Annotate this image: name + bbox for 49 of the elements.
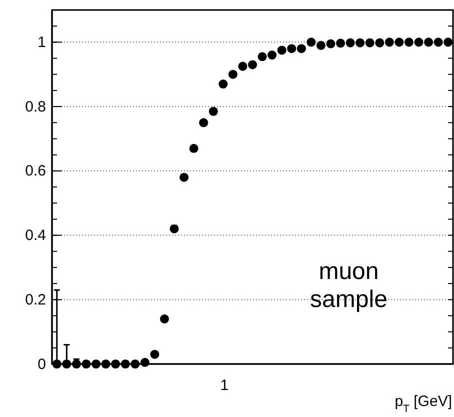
x-axis-title: p$_{T}$ [GeV] [394,393,452,415]
y-tick-label: 0 [38,356,46,373]
y-tick-label: 0.8 [25,98,46,116]
point [52,359,62,369]
point [394,38,404,47]
point [130,359,140,369]
point [384,38,394,47]
point [414,38,424,47]
point [346,38,355,48]
point [92,359,101,369]
point [287,44,296,54]
y-tick-label: 0.4 [25,227,46,244]
point [434,38,443,47]
point [120,359,130,369]
point [424,38,434,47]
point [208,106,218,116]
y-tick-label: 0.2 [25,291,46,308]
point [101,359,110,369]
point [248,60,258,70]
point [218,80,228,89]
point [444,38,453,47]
point [306,38,316,47]
point [189,144,198,153]
point [316,40,326,50]
point [336,38,346,48]
point [404,38,414,47]
point [375,38,384,48]
point [365,38,374,48]
point [140,358,150,367]
point [258,52,267,62]
text: 1 [220,377,229,394]
point [277,46,286,55]
point [82,359,91,369]
point [150,350,160,359]
point [199,118,208,128]
annotation: muon sample [310,258,388,314]
y-tick-label: 0.6 [25,162,46,180]
point [62,359,72,369]
point [72,359,81,369]
point [268,50,277,60]
point [296,44,306,54]
point [111,359,120,369]
y-tick-label: 1 [38,34,46,51]
point [326,39,336,48]
point [238,62,248,71]
point [356,38,365,48]
point [180,172,189,182]
point [228,70,238,79]
point [160,314,169,324]
